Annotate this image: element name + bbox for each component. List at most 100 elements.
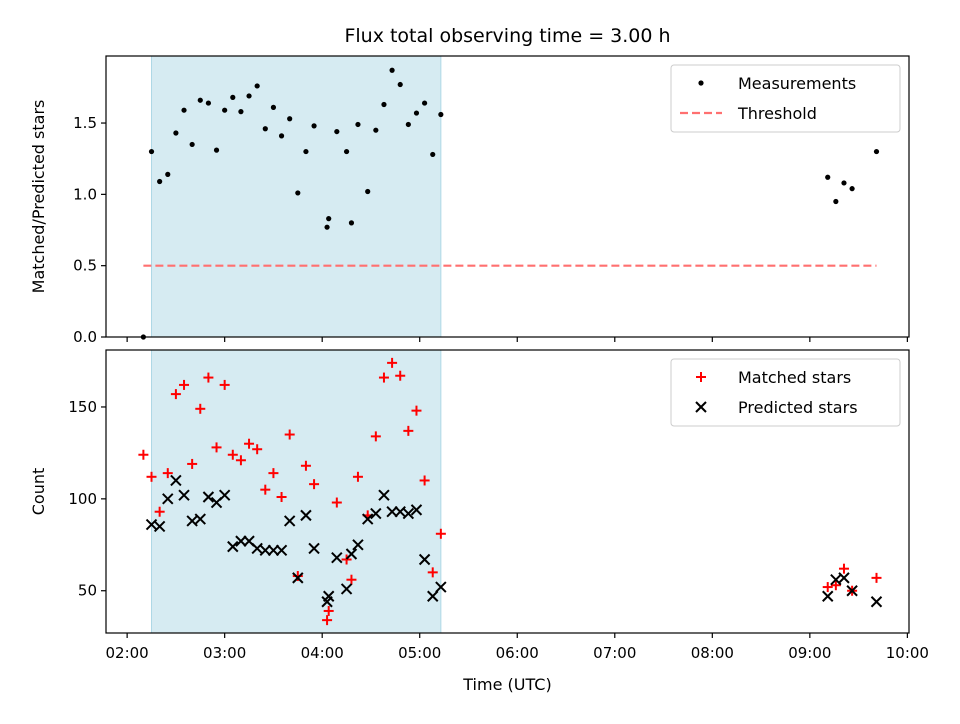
x-axis-label: Time (UTC) [462,675,551,694]
measurement-point [413,110,420,116]
y-tick-label: 50 [78,582,97,600]
matched-star-point [179,379,190,390]
observing-window-shade [151,349,442,634]
matched-star-point [244,438,255,449]
measurement-point [303,148,309,155]
measurement-point [825,174,831,180]
matched-star-point [170,389,181,400]
matched-star-point [323,605,334,616]
y-tick-label: 1.0 [73,185,97,203]
matched-star-point [378,372,389,383]
matched-star-point [235,455,246,466]
measurement-point [157,178,163,185]
measurement-point [373,127,379,133]
measurement-point [270,104,277,110]
measurement-point [230,94,236,100]
predicted-star-point [370,507,382,520]
measurement-point [287,116,293,122]
matched-star-point [370,431,381,442]
predicted-star-point [410,504,423,516]
matched-star-point [331,497,342,508]
measurement-point [254,83,260,89]
predicted-star-point [235,535,247,547]
y-axis-label: Matched/Predicted stars [29,100,48,294]
y-tick-label: 0.5 [73,257,97,275]
measurement-point [397,81,403,88]
predicted-star-point [386,506,398,518]
x-tick-label: 02:00 [106,644,149,662]
measurement-point [205,100,212,106]
top-panel: 0.0 0.5 1.0 1.5 Matched/Predicted stars Flux … [29,25,910,346]
matched-star-point [292,571,303,582]
matched-star-point [419,475,430,486]
legend-box [670,64,901,133]
matched-star-point [219,379,230,390]
x-tick-label: 04:00 [301,644,344,662]
chart-title: Flux total observing time = 3.00 h [344,25,670,47]
predicted-star-point [178,489,190,501]
matched-star-point [138,449,149,460]
matched-star-point [187,458,198,469]
measurement-point [348,220,355,226]
matched-star-point [387,357,398,368]
matched-star-point [871,572,882,583]
measurement-point [438,111,444,118]
measurement-point [173,130,179,136]
matched-star-point [268,468,279,479]
matched-star-point [154,506,165,517]
x-tick-label: 09:00 [788,644,831,662]
legend: Matched stars Predicted stars [670,358,901,427]
legend: Measurements Threshold [670,64,901,133]
matched-star-point [162,468,173,479]
legend-label: Measurements [738,74,856,93]
x-tick-label: 07:00 [593,644,636,662]
matched-star-point [427,567,438,578]
legend-label: Predicted stars [738,398,858,417]
matched-star-point [395,370,406,381]
predicted-star-point [162,493,174,505]
matched-star-point [403,425,414,436]
matched-star-point [211,442,222,453]
predicted-star-point [322,590,335,602]
matched-star-point [322,615,333,626]
y-tick-label: 1.5 [73,114,97,132]
predicted-star-point [378,489,390,501]
observing-window-shade [151,55,442,338]
matched-star-point [300,460,311,471]
measurement-point [421,100,428,106]
predicted-star-point [308,542,320,555]
legend-label: Matched stars [738,368,851,387]
predicted-star-point [218,489,231,501]
predicted-star-point [340,583,353,595]
x-tick-label: 10:00 [886,644,929,662]
measurement-point [343,148,350,155]
matched-star-point [309,479,320,490]
measurement-point [222,107,228,113]
predicted-star-point [427,590,439,602]
measurement-point [278,133,285,139]
predicted-star-point [838,572,850,584]
axes-frame [105,55,910,338]
matched-star-point [252,444,263,455]
predicted-star-point [259,544,272,557]
measurement-point [355,121,361,128]
x-tick-label: 03:00 [203,644,246,662]
measurement-point [873,148,880,155]
predicted-star-point [202,491,215,503]
predicted-star-point [846,585,858,597]
matched-star-point [146,471,157,482]
predicted-star-point [352,539,364,551]
predicted-star-point [402,507,415,520]
measurement-point [311,123,317,129]
matched-star-point [435,528,446,539]
predicted-star-point [292,572,304,584]
y-tick-label: 0.0 [73,328,97,346]
predicted-star-point [153,520,166,533]
predicted-star-point [283,515,296,527]
measurement-point [841,180,847,186]
measurement-point [165,171,171,177]
measurement-point [389,67,395,73]
matched-star-point [260,484,271,495]
plot-area [140,67,880,340]
matched-star-point [822,582,833,593]
